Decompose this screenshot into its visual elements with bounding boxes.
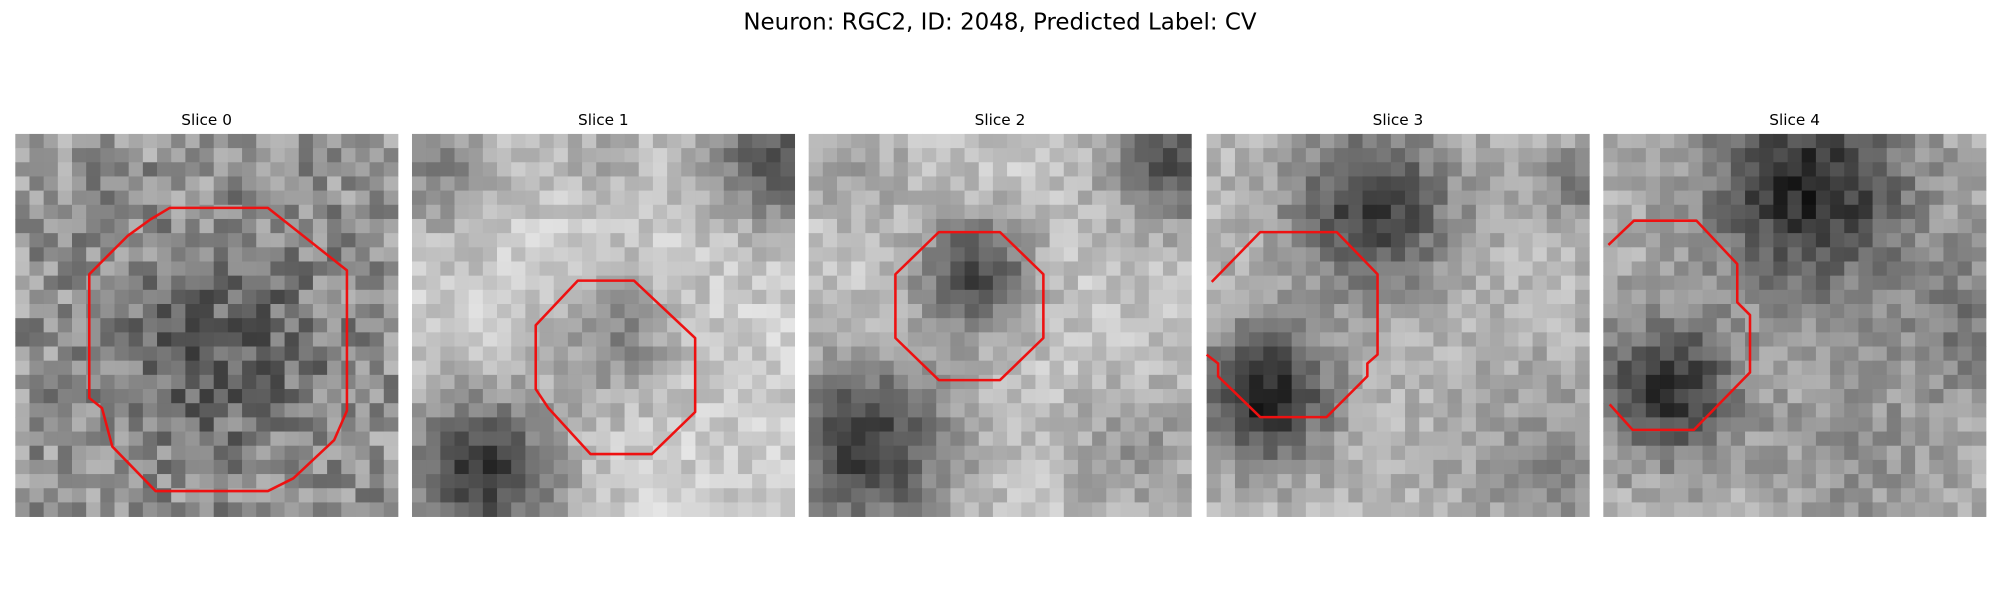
contour xyxy=(894,230,1045,382)
contour xyxy=(1607,219,1752,432)
image-panel xyxy=(15,133,399,517)
figure-title: Neuron: RGC2, ID: 2048, Predicted Label:… xyxy=(743,9,1257,35)
contour xyxy=(88,206,349,493)
panel-title: Slice 2 xyxy=(975,111,1026,129)
panel-title: Slice 1 xyxy=(578,111,629,129)
contour xyxy=(534,279,697,456)
image-panel xyxy=(1205,133,1590,517)
panel-title: Slice 0 xyxy=(181,111,232,129)
panel-title: Slice 4 xyxy=(1769,111,1820,129)
panel-title: Slice 3 xyxy=(1373,111,1424,129)
image-panel xyxy=(808,133,1192,517)
contour xyxy=(1205,230,1379,419)
image-panel xyxy=(1603,133,1987,517)
image-panel xyxy=(411,133,796,517)
